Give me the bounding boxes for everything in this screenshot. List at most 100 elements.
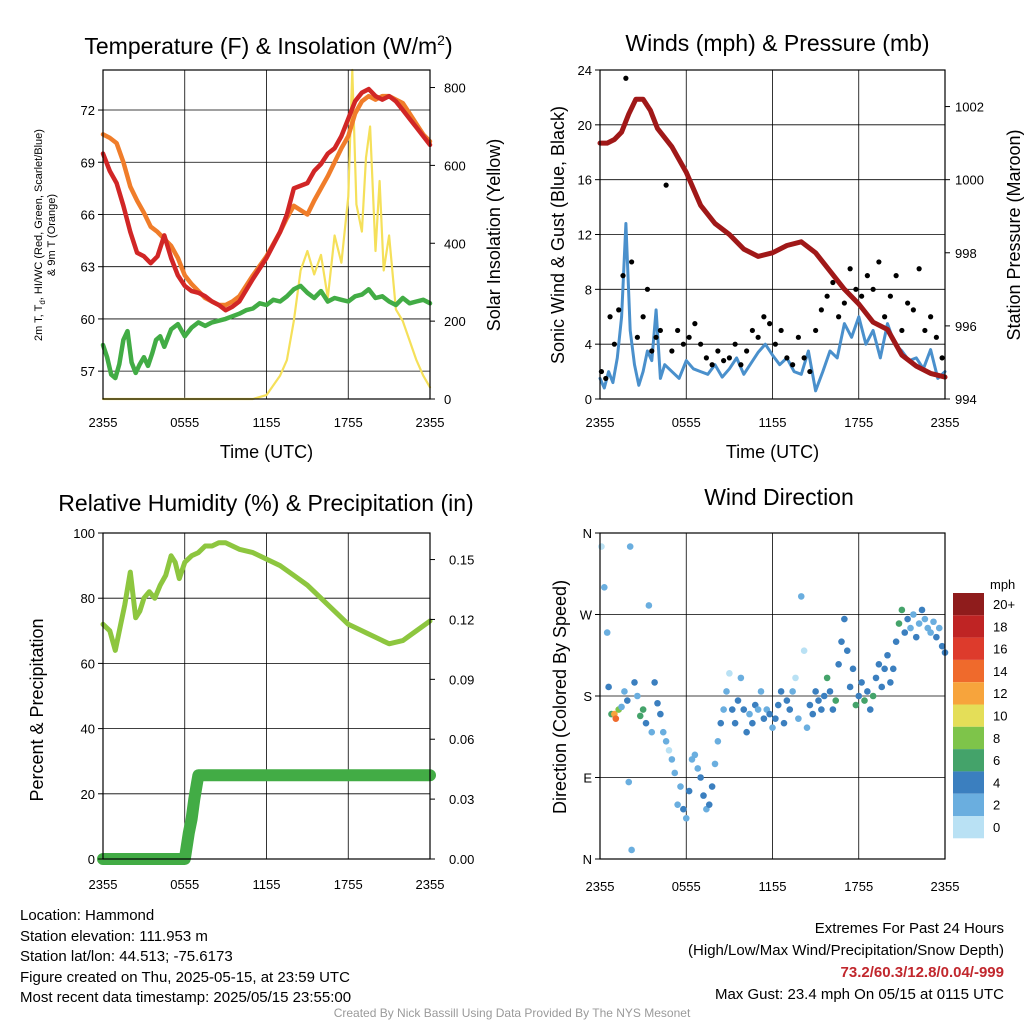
gust-point xyxy=(939,355,945,361)
legend-swatch xyxy=(953,659,984,683)
direction-point xyxy=(823,674,831,682)
y-label-part: , HI/WC (Red, Green, Scarlet/Blue) xyxy=(33,129,45,300)
legend-swatch xyxy=(953,816,984,839)
y-tick-label: 16 xyxy=(578,173,592,188)
legend-label: 8 xyxy=(993,731,1000,746)
gust-point xyxy=(653,334,659,340)
legend-label: 14 xyxy=(993,664,1007,679)
y-axis-label-line1: 2m T, Td, HI/WC (Red, Green, Scarlet/Blu… xyxy=(33,129,47,341)
extremes-values: 73.2/60.3/12.8/0.04/-999 xyxy=(840,964,1004,981)
title-text: Temperature (F) & Insolation (W/m xyxy=(84,33,437,59)
direction-point xyxy=(691,751,699,759)
x-tick-label: 1755 xyxy=(844,415,873,430)
direction-point xyxy=(628,846,635,854)
chart-title: Wind Direction xyxy=(704,484,854,510)
legend-swatch xyxy=(953,749,984,772)
direction-point xyxy=(746,710,753,718)
direction-point xyxy=(864,688,871,695)
gust-point xyxy=(611,341,617,347)
y2-tick-label: 0.03 xyxy=(449,792,474,807)
x-tick-label: 2355 xyxy=(416,877,445,892)
y-tick-label: 20 xyxy=(578,118,592,133)
direction-point xyxy=(774,701,782,709)
extremes-subtitle: (High/Low/Max Wind/Precipitation/Snow De… xyxy=(688,942,1004,959)
direction-point xyxy=(665,747,673,754)
gust-point xyxy=(726,355,732,361)
most-recent-timestamp: Most recent data timestamp: 2025/05/15 2… xyxy=(20,989,352,1006)
gust-point xyxy=(887,293,893,299)
direction-point xyxy=(812,688,819,695)
y2-tick-label: 1000 xyxy=(955,173,984,188)
y-tick-label: 4 xyxy=(585,337,592,352)
direction-point xyxy=(843,647,851,655)
direction-point xyxy=(601,584,608,591)
direction-point xyxy=(858,679,865,686)
legend-title: mph xyxy=(990,577,1015,592)
gust-point xyxy=(922,327,928,334)
gust-point xyxy=(899,327,905,334)
gust-point xyxy=(755,334,761,340)
gust-point xyxy=(778,327,784,334)
direction-point xyxy=(921,615,929,623)
y-tick-label: 63 xyxy=(81,260,95,275)
x-tick-label: 0555 xyxy=(672,415,701,430)
direction-point xyxy=(754,706,762,713)
gust-point xyxy=(686,334,692,340)
legend-label: 10 xyxy=(993,709,1007,724)
direction-point xyxy=(838,638,845,645)
gust-point xyxy=(910,307,916,313)
y-tick-label: 100 xyxy=(73,526,95,541)
direction-point xyxy=(904,615,911,623)
direction-point xyxy=(743,728,750,736)
legend-swatch xyxy=(953,771,984,794)
direction-point xyxy=(938,642,946,650)
y-axis-label: Sonic Wind & Gust (Blue, Black) xyxy=(548,106,568,364)
y2-tick-label: 1002 xyxy=(955,100,984,115)
direction-point xyxy=(618,703,625,711)
title-text-end: ) xyxy=(445,33,453,59)
extremes-panel: Extremes For Past 24 Hours (High/Low/Max… xyxy=(688,918,1004,1006)
gust-point xyxy=(657,327,663,334)
direction-point xyxy=(694,765,702,772)
x-tick-label: 2355 xyxy=(89,877,118,892)
y2-tick-label: 0.06 xyxy=(449,732,474,747)
direction-point xyxy=(918,606,926,614)
direction-point xyxy=(740,706,748,713)
direction-point xyxy=(855,692,863,700)
legend-swatch xyxy=(953,593,984,616)
direction-point xyxy=(915,620,923,627)
gust-point xyxy=(836,314,842,320)
gust-point xyxy=(824,293,830,299)
x-tick-label: 1155 xyxy=(759,879,787,894)
credit-line: Created By Nick Bassill Using Data Provi… xyxy=(333,1006,691,1020)
direction-point xyxy=(734,697,742,704)
y-axis-label: Percent & Precipitation xyxy=(27,618,47,801)
x-axis-label: Time (UTC) xyxy=(726,442,819,462)
direction-point xyxy=(728,706,736,713)
direction-point xyxy=(648,728,656,736)
gust-point xyxy=(634,334,640,340)
direction-point xyxy=(634,692,641,700)
legend-label: 12 xyxy=(993,686,1007,701)
legend-label: 4 xyxy=(993,775,1000,790)
direction-point xyxy=(749,719,756,727)
legend-label: 16 xyxy=(993,642,1007,657)
gust-point xyxy=(933,334,939,340)
direction-point xyxy=(841,615,848,623)
x-tick-label: 0555 xyxy=(170,877,199,892)
direction-point xyxy=(645,602,653,609)
y-tick-label: N xyxy=(583,526,592,541)
gust-point xyxy=(813,327,819,334)
direction-point xyxy=(803,724,811,731)
direction-point xyxy=(849,665,857,673)
direction-point xyxy=(708,783,716,790)
direction-point xyxy=(671,769,679,777)
direction-point xyxy=(612,715,620,722)
direction-point xyxy=(769,724,776,731)
direction-point xyxy=(884,651,891,659)
legend-swatch xyxy=(953,637,984,660)
gust-point xyxy=(749,327,755,334)
direction-point xyxy=(829,706,837,713)
chart-title: Temperature (F) & Insolation (W/m2) xyxy=(84,32,452,59)
